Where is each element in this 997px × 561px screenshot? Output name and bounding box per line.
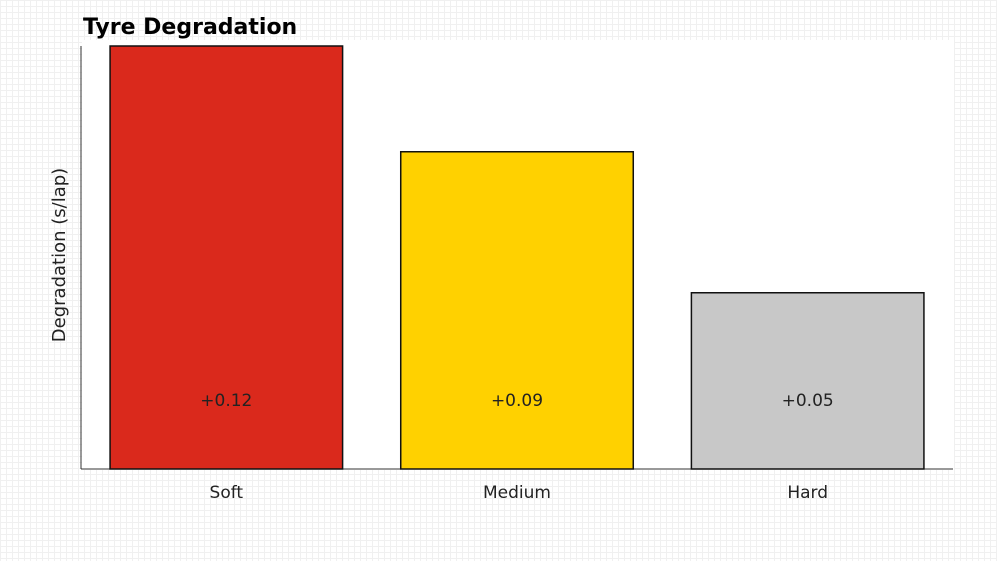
chart-title: Tyre Degradation	[83, 15, 297, 40]
x-tick-label: Hard	[787, 483, 828, 503]
x-tick-label: Medium	[483, 483, 551, 503]
y-axis-label: Degradation (s/lap)	[49, 168, 70, 342]
x-tick-label: Soft	[210, 483, 244, 503]
bar	[109, 45, 344, 470]
bar	[690, 292, 925, 470]
value-label: +0.05	[782, 391, 834, 411]
value-label: +0.12	[200, 391, 252, 411]
bar	[399, 151, 635, 470]
value-label: +0.09	[491, 391, 543, 411]
